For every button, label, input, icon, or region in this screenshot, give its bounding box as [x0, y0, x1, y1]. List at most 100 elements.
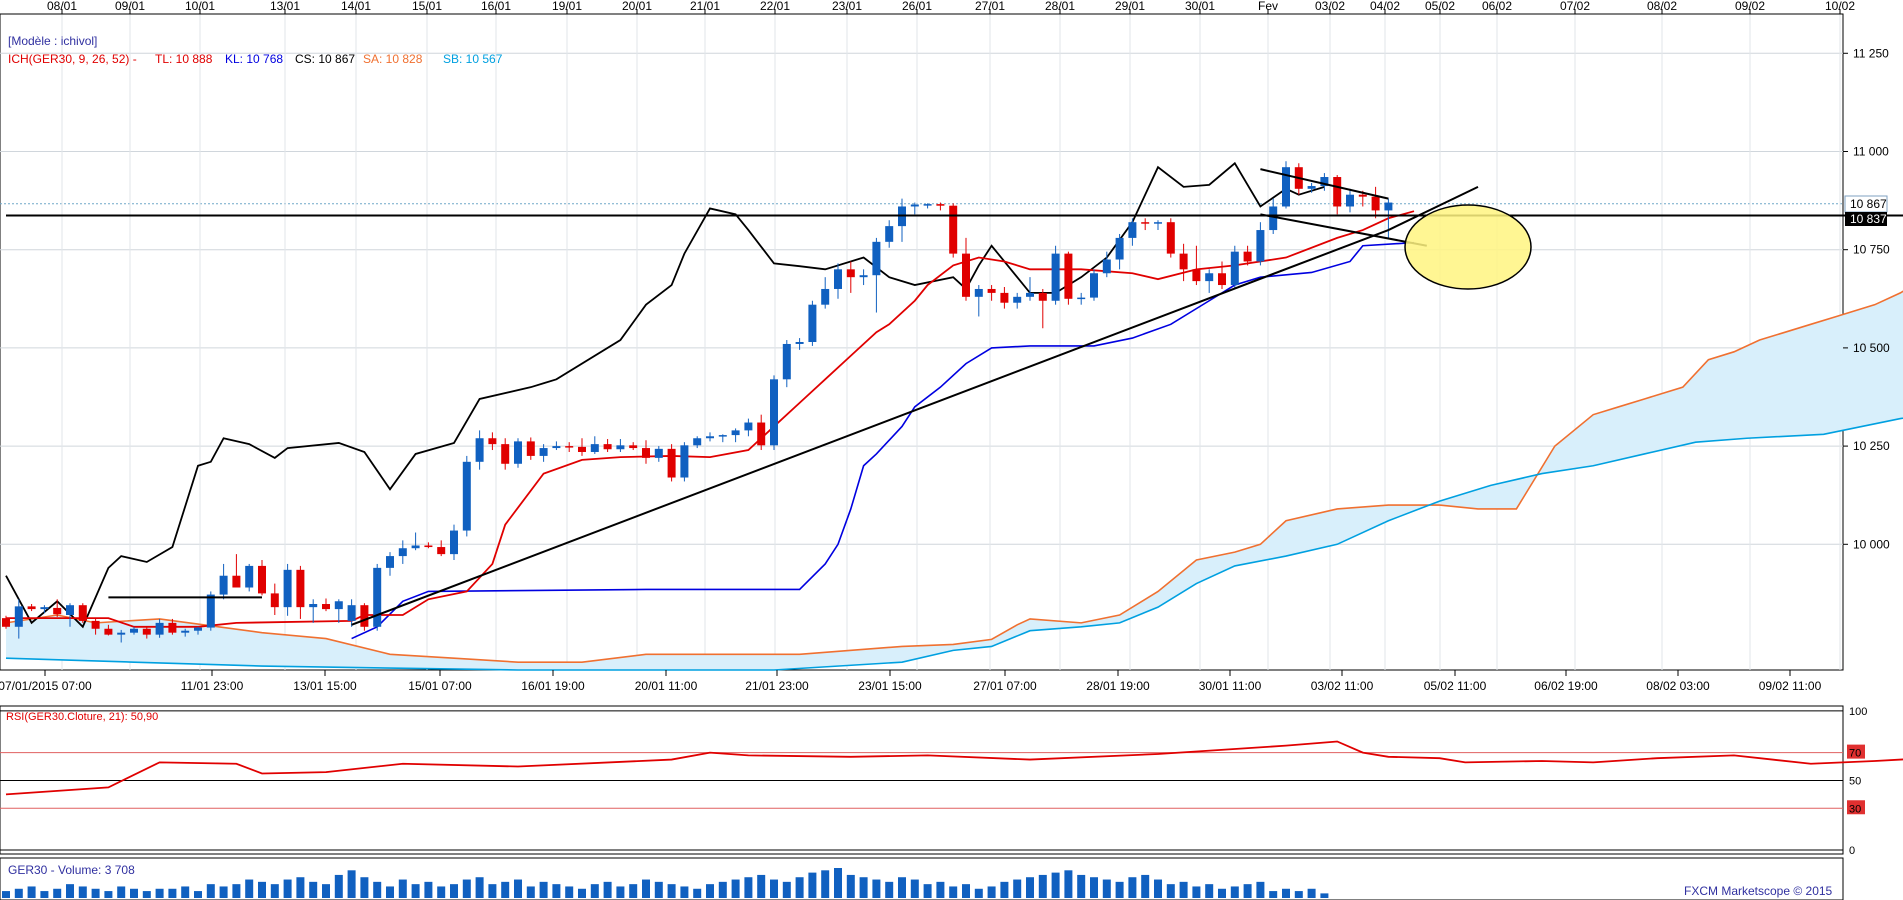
volume-bar: [117, 886, 126, 898]
volume-label: GER30 - Volume: 3 708: [8, 863, 135, 877]
candle-body: [539, 448, 548, 456]
volume-bar: [1256, 881, 1265, 898]
volume-bar: [1230, 886, 1239, 898]
volume-bar: [309, 881, 318, 898]
top-date-label: 20/01: [622, 0, 652, 13]
candles: [2, 161, 1393, 643]
volume-bar: [782, 881, 791, 898]
top-date-label: 26/01: [902, 0, 932, 13]
candle-body: [974, 288, 983, 297]
volume-bar: [206, 884, 215, 898]
candle-body: [654, 448, 663, 458]
volume-bar: [590, 884, 599, 898]
candle-body: [1243, 251, 1252, 262]
volume-bar: [360, 877, 369, 898]
volume-bar: [987, 886, 996, 898]
top-date-label: 13/01: [270, 0, 300, 13]
candle-body: [450, 530, 458, 555]
candle-body: [462, 461, 471, 531]
candle-body: [693, 438, 702, 446]
volume-bar: [1205, 884, 1214, 898]
volume-bar: [1179, 881, 1188, 898]
volume-bar: [53, 888, 62, 898]
candle-body: [334, 601, 343, 610]
rsi-level-box: [1847, 800, 1865, 815]
candle-body: [910, 204, 919, 207]
trendlines: [6, 168, 1903, 626]
volume-bar: [14, 888, 23, 898]
bottom-time-label: 08/02 03:00: [1646, 679, 1710, 693]
volume-bar: [744, 877, 753, 898]
volume-bar: [770, 879, 778, 898]
candle-body: [1013, 296, 1022, 303]
model-label: [Modèle : ichivol]: [8, 34, 97, 48]
volume-bar: [462, 879, 471, 898]
trendline: [1260, 213, 1427, 247]
candle-body: [1384, 202, 1393, 211]
top-date-label: 28/01: [1045, 0, 1075, 13]
candle-body: [1230, 251, 1239, 286]
candle-body: [1090, 273, 1098, 298]
top-date-label: 29/01: [1115, 0, 1145, 13]
candle-body: [1218, 273, 1226, 286]
volume-bar: [680, 886, 689, 898]
volume-bar: [411, 884, 420, 898]
volume-bar: [1090, 877, 1098, 898]
candle-body: [78, 605, 87, 621]
candle-body: [1038, 292, 1047, 301]
volume-bar: [1166, 884, 1175, 898]
candle-body: [475, 438, 484, 462]
volume-bar: [373, 881, 382, 898]
rsi-level-box: [1847, 702, 1865, 717]
top-date-axis: 08/01 09/01 10/01 13/01 14/01 15/01 16/01 19/01…: [0, 0, 1855, 15]
candle-body: [782, 343, 791, 380]
candle-body: [1102, 259, 1111, 274]
volume-bar: [155, 888, 164, 898]
chikou-line: [5, 161, 1325, 629]
volume-bar: [142, 891, 151, 898]
volume-bar: [450, 884, 458, 898]
bottom-time-label: 27/01 07:00: [973, 679, 1037, 693]
price-tick-label: 10 500: [1853, 341, 1890, 355]
volume-bar: [424, 881, 433, 898]
volume-bar: [1320, 893, 1329, 898]
candle-body: [757, 422, 766, 446]
rsi-tick-label: 50: [1849, 775, 1861, 787]
volume-bar: [565, 886, 574, 898]
line-price-box: [1845, 212, 1887, 226]
top-date-label: 09/02: [1735, 0, 1765, 13]
candle-body: [603, 444, 612, 450]
sb-label: SB: 10 567: [443, 52, 503, 66]
volume-bar: [1013, 879, 1022, 898]
volume-bar: [949, 886, 958, 898]
volume-bar: [1115, 881, 1124, 898]
top-date-label: 09/01: [115, 0, 145, 13]
rsi-line: [5, 740, 1903, 796]
bottom-time-axis: 07/01/2015 07:00 11/01 23:00 13/01 15:00 15…: [0, 670, 1822, 693]
candle-body: [1320, 177, 1329, 187]
top-date-label: 22/01: [760, 0, 790, 13]
sa-label: SA: 10 828: [363, 52, 423, 66]
volume-bar: [1218, 888, 1226, 898]
candle-body: [360, 605, 369, 627]
top-date-label: 07/02: [1560, 0, 1590, 13]
candle-body: [1346, 194, 1354, 207]
volume-bar: [642, 879, 650, 898]
volume-bar: [219, 886, 228, 898]
candle-body: [1141, 222, 1150, 224]
volume-bar: [78, 886, 87, 898]
top-date-label: 30/01: [1185, 0, 1215, 13]
price-tick-label: 11 250: [1853, 46, 1889, 60]
candle-body: [245, 565, 254, 588]
cs-label: CS: 10 867: [295, 52, 355, 66]
candle-body: [1026, 292, 1034, 297]
candle-body: [1205, 273, 1214, 282]
candle-body: [744, 422, 753, 431]
volume-bar: [910, 879, 919, 898]
candle-body: [616, 445, 625, 450]
cloud: [6, 291, 1903, 670]
volume-bar: [245, 879, 254, 898]
candle-body: [846, 269, 855, 278]
bottom-time-label: 15/01 07:00: [408, 679, 472, 693]
